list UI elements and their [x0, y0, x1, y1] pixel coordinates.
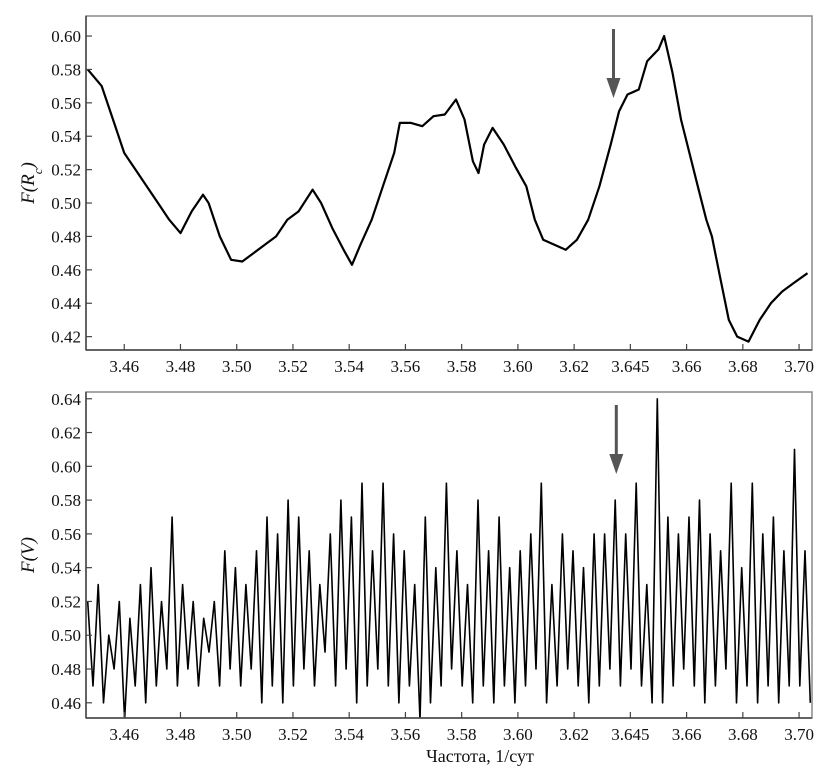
x-tick-label: 3.62 — [559, 725, 589, 744]
x-tick-label: 3.70 — [784, 357, 814, 376]
y-tick-label: 0.54 — [51, 559, 81, 578]
y-tick-label: 0.54 — [51, 127, 81, 146]
data-series-line — [86, 397, 812, 718]
x-axis-label: Частота, 1/сут — [426, 746, 534, 766]
y-tick-label: 0.58 — [51, 60, 81, 79]
x-tick-label: 3.645 — [611, 357, 649, 376]
x-tick-label: 3.58 — [447, 725, 477, 744]
plot-frame — [85, 15, 813, 351]
y-tick-label: 0.64 — [51, 390, 81, 409]
y-axis-label-top: F(Rc) — [18, 162, 45, 205]
y-tick-label: 0.60 — [51, 457, 81, 476]
arrow-marker-head — [609, 454, 624, 474]
x-tick-label: 3.52 — [278, 357, 308, 376]
y-tick-label: 0.50 — [51, 194, 81, 213]
y-tick-label: 0.52 — [51, 161, 81, 180]
y-tick-label: 0.48 — [51, 660, 81, 679]
x-tick-label: 3.645 — [611, 725, 649, 744]
x-tick-label: 3.56 — [391, 725, 421, 744]
x-tick-label: 3.68 — [728, 357, 758, 376]
x-tick-label: 3.46 — [109, 357, 139, 376]
x-tick-label: 3.50 — [222, 357, 252, 376]
x-tick-label: 3.48 — [166, 357, 196, 376]
y-axis-label-bottom: F(V) — [18, 537, 39, 574]
x-tick-label: 3.58 — [447, 357, 477, 376]
x-tick-label: 3.52 — [278, 725, 308, 744]
x-tick-label: 3.60 — [503, 725, 533, 744]
y-tick-label: 0.52 — [51, 592, 81, 611]
x-tick-label: 3.62 — [559, 357, 589, 376]
data-series-line — [86, 34, 809, 343]
y-tick-label: 0.60 — [51, 27, 81, 46]
y-tick-label: 0.46 — [51, 694, 81, 713]
y-tick-label: 0.46 — [51, 261, 81, 280]
x-tick-label: 3.54 — [334, 357, 364, 376]
x-tick-label: 3.66 — [672, 357, 702, 376]
x-tick-label: 3.70 — [784, 725, 814, 744]
y-tick-label: 0.56 — [51, 94, 81, 113]
y-tick-label: 0.48 — [51, 227, 81, 246]
x-tick-label: 3.68 — [728, 725, 758, 744]
panel-bottom: F(V) Частота, 1/сут 0.46 0.48 0.50 0.52 0.54… — [18, 390, 814, 766]
y-tick-label: 0.62 — [51, 424, 81, 443]
y-tick-label: 0.58 — [51, 491, 81, 510]
y-tick-label: 0.56 — [51, 525, 81, 544]
x-tick-label: 3.50 — [222, 725, 252, 744]
arrow-marker-head — [606, 78, 621, 98]
x-tick-label: 3.60 — [503, 357, 533, 376]
y-tick-label: 0.42 — [51, 328, 81, 347]
x-tick-label: 3.66 — [672, 725, 702, 744]
y-tick-label: 0.50 — [51, 626, 81, 645]
panel-top: F(Rc) 0.42 0.44 0.46 0.48 0.50 0.52 0.54 0.56 0.… — [18, 15, 814, 376]
x-tick-label: 3.48 — [166, 725, 196, 744]
x-tick-label: 3.56 — [391, 357, 421, 376]
x-tick-label: 3.46 — [109, 725, 139, 744]
x-tick-label: 3.54 — [334, 725, 364, 744]
y-tick-label: 0.44 — [51, 294, 81, 313]
